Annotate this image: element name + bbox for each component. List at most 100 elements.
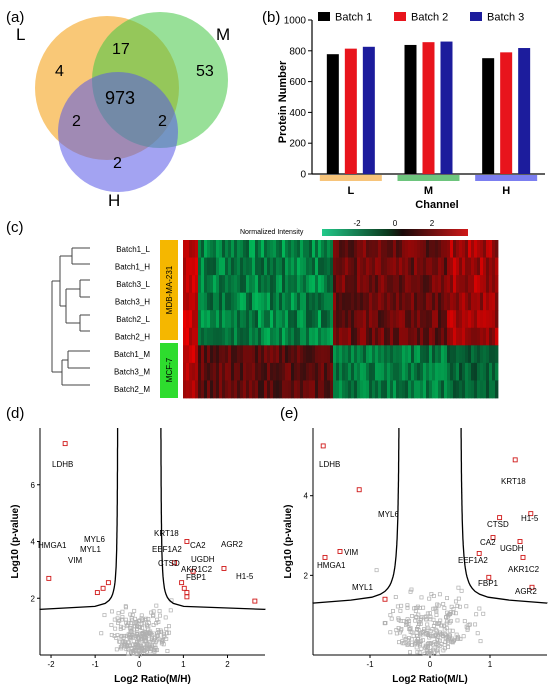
- heatmap-cell: [495, 380, 499, 399]
- heatmap-cell: [288, 292, 292, 311]
- heatmap-cell: [495, 327, 499, 346]
- volcano-point: [112, 617, 117, 622]
- heatmap-cell: [459, 257, 463, 276]
- heatmap-cell: [183, 240, 187, 258]
- heatmap-cell: [444, 380, 448, 399]
- heatmap-cell: [453, 362, 457, 381]
- heatmap-cell: [243, 257, 247, 276]
- heatmap-cell: [408, 345, 412, 364]
- heatmap-cell: [477, 327, 481, 346]
- heatmap-cell: [252, 380, 256, 399]
- heatmap-cell: [237, 345, 241, 364]
- heatmap-cell: [252, 240, 256, 258]
- heatmap-cell: [381, 310, 385, 329]
- heatmap-cell: [285, 327, 289, 346]
- heatmap-cell: [450, 345, 454, 364]
- volcano-point: [437, 592, 442, 597]
- heatmap-cell: [426, 275, 430, 294]
- heatmap-cell: [288, 257, 292, 276]
- heatmap-cell: [378, 327, 382, 346]
- volcano-point: [418, 621, 423, 626]
- volcano-point: [420, 638, 425, 643]
- volcano-highlight-point: [184, 539, 190, 544]
- heatmap-cell: [312, 275, 316, 294]
- volcano-point-label: VIM: [344, 548, 359, 557]
- heatmap-cell: [357, 240, 361, 258]
- heatmap-cell: [219, 240, 223, 258]
- heatmap-cell: [393, 362, 397, 381]
- heatmap-cell: [234, 327, 238, 346]
- heatmap-cell: [420, 257, 424, 276]
- heatmap-cell: [300, 310, 304, 329]
- heatmap-cell: [483, 240, 487, 258]
- heatmap-cell: [309, 380, 313, 399]
- heatmap-cell: [300, 345, 304, 364]
- heatmap-cell: [468, 380, 472, 399]
- volcano-point: [168, 608, 173, 613]
- heatmap-cell: [282, 362, 286, 381]
- heatmap-cell: [276, 362, 280, 381]
- heatmap-cell: [447, 380, 451, 399]
- heatmap-cell: [363, 327, 367, 346]
- heatmap-cell: [207, 257, 211, 276]
- volcano-point: [439, 623, 443, 628]
- heatmap-cell: [369, 292, 373, 311]
- heatmap-cell: [345, 257, 349, 276]
- heatmap-cell: [369, 380, 373, 399]
- volcano-point: [114, 647, 119, 652]
- volcano-point: [436, 603, 441, 608]
- heatmap-cell: [441, 327, 445, 346]
- heatmap-cell: [186, 240, 190, 258]
- heatmap-cell: [252, 292, 256, 311]
- heatmap-cell: [183, 380, 187, 399]
- heatmap-cell: [381, 275, 385, 294]
- heatmap-cell: [192, 275, 196, 294]
- heatmap-cell: [189, 345, 193, 364]
- heatmap-cell: [210, 327, 214, 346]
- bar-category-band: [475, 175, 538, 181]
- heatmap-cell: [225, 345, 229, 364]
- heatmap-cell: [267, 275, 271, 294]
- heatmap-cell: [336, 380, 340, 399]
- heatmap-cell: [204, 292, 208, 311]
- heatmap-cell: [327, 275, 331, 294]
- volcano-point: [433, 621, 437, 625]
- heatmap-cell: [216, 257, 220, 276]
- heatmap-cell: [492, 310, 496, 329]
- heatmap-cell: [270, 380, 274, 399]
- heatmap-cell: [429, 380, 433, 399]
- heatmap-cell: [438, 310, 442, 329]
- volcano-point: [407, 636, 411, 641]
- heatmap-cell: [222, 380, 226, 399]
- heatmap-cell: [258, 257, 262, 276]
- heatmap-cell: [357, 257, 361, 276]
- heatmap-cell: [399, 310, 403, 329]
- volcano-point: [130, 650, 135, 655]
- heatmap-cell: [468, 292, 472, 311]
- heatmap-cell: [402, 380, 406, 399]
- volcano-point: [126, 620, 131, 625]
- heatmap-cell: [297, 380, 301, 399]
- heatmap-cell: [483, 362, 487, 381]
- heatmap-cell: [495, 292, 499, 311]
- heatmap-cell: [228, 292, 232, 311]
- heatmap-cell: [270, 362, 274, 381]
- heatmap-cell: [291, 257, 295, 276]
- heatmap-cell: [294, 345, 298, 364]
- volcano-point: [154, 603, 159, 608]
- volcano-highlight-point: [46, 575, 52, 581]
- heatmap-cell: [372, 362, 376, 381]
- heatmap-cell: [303, 310, 307, 329]
- heatmap-cell: [210, 240, 214, 258]
- heatmap-cell: [447, 257, 451, 276]
- heatmap-cell: [411, 292, 415, 311]
- heatmap-cell: [429, 275, 433, 294]
- heatmap-cell: [351, 275, 355, 294]
- heatmap-cell: [450, 292, 454, 311]
- volcano-point: [439, 642, 444, 646]
- heatmap-cell: [300, 240, 304, 258]
- heatmap-cell: [465, 257, 469, 276]
- volcano-highlight-point: [252, 598, 258, 604]
- heatmap-cell: [273, 292, 277, 311]
- heatmap-cell: [273, 310, 277, 329]
